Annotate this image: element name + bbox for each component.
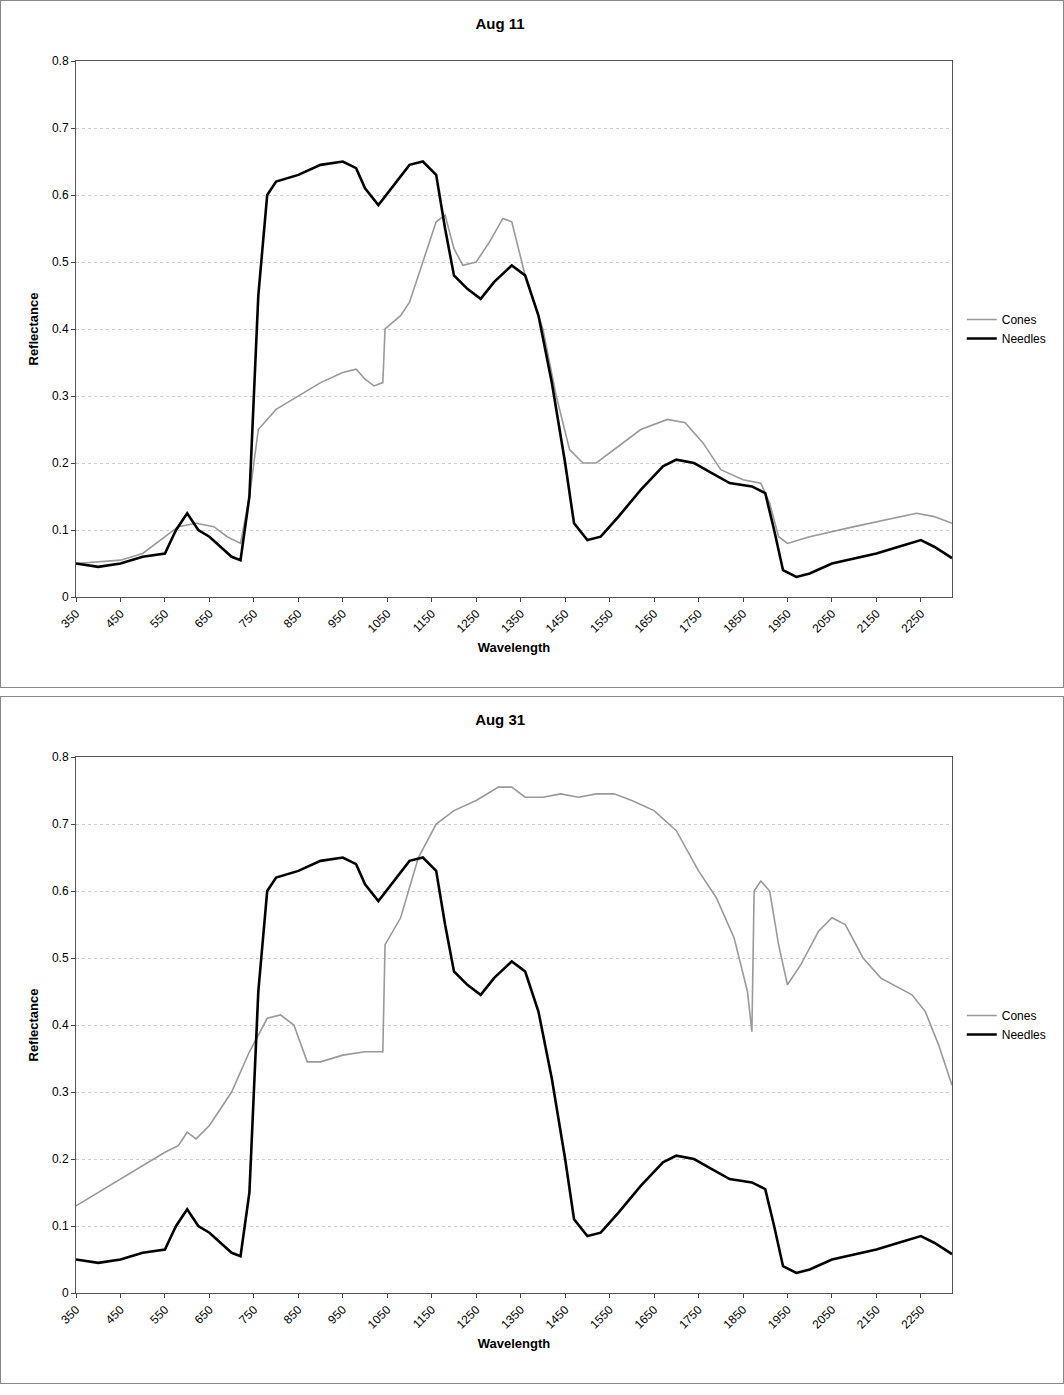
svg-text:650: 650 <box>192 607 216 631</box>
svg-text:0.4: 0.4 <box>52 322 69 336</box>
svg-text:2050: 2050 <box>810 1303 839 1332</box>
svg-text:1150: 1150 <box>410 1303 438 1331</box>
svg-text:1550: 1550 <box>587 1303 616 1332</box>
svg-text:1750: 1750 <box>676 1303 705 1332</box>
svg-text:1050: 1050 <box>365 607 394 636</box>
svg-text:550: 550 <box>147 1303 171 1327</box>
svg-text:2250: 2250 <box>898 1303 927 1332</box>
svg-text:1250: 1250 <box>454 607 483 636</box>
svg-text:Cones: Cones <box>1002 1009 1037 1023</box>
svg-text:1950: 1950 <box>765 607 794 636</box>
svg-text:0.3: 0.3 <box>52 389 69 403</box>
svg-text:1050: 1050 <box>365 1303 394 1332</box>
svg-text:0.2: 0.2 <box>52 1152 69 1166</box>
svg-text:850: 850 <box>281 1303 305 1327</box>
svg-text:1850: 1850 <box>721 1303 750 1332</box>
svg-text:950: 950 <box>325 607 349 631</box>
svg-text:550: 550 <box>147 607 171 631</box>
svg-text:Needles: Needles <box>1002 332 1046 346</box>
svg-text:950: 950 <box>325 1303 349 1327</box>
svg-text:0.5: 0.5 <box>52 255 69 269</box>
svg-text:0: 0 <box>62 590 69 604</box>
svg-text:1950: 1950 <box>765 1303 794 1332</box>
svg-text:1650: 1650 <box>632 607 661 636</box>
svg-text:0.8: 0.8 <box>52 750 69 764</box>
svg-text:850: 850 <box>281 607 305 631</box>
svg-text:0.7: 0.7 <box>52 121 69 135</box>
svg-text:1150: 1150 <box>410 607 438 635</box>
svg-text:0.6: 0.6 <box>52 188 69 202</box>
svg-text:1850: 1850 <box>721 607 750 636</box>
svg-text:350: 350 <box>58 607 82 631</box>
svg-text:0.7: 0.7 <box>52 817 69 831</box>
svg-text:0: 0 <box>62 1286 69 1300</box>
svg-text:2050: 2050 <box>810 607 839 636</box>
svg-text:Wavelength: Wavelength <box>478 1336 551 1351</box>
svg-text:450: 450 <box>103 1303 127 1327</box>
svg-text:750: 750 <box>236 1303 260 1327</box>
svg-text:0.1: 0.1 <box>52 523 69 537</box>
svg-text:1650: 1650 <box>632 1303 661 1332</box>
svg-text:2150: 2150 <box>854 1303 883 1332</box>
svg-text:0.3: 0.3 <box>52 1085 69 1099</box>
svg-text:1550: 1550 <box>587 607 616 636</box>
svg-text:Cones: Cones <box>1002 313 1037 327</box>
svg-text:0.5: 0.5 <box>52 951 69 965</box>
svg-text:Reflectance: Reflectance <box>26 989 41 1062</box>
svg-text:1350: 1350 <box>498 607 527 636</box>
svg-text:650: 650 <box>192 1303 216 1327</box>
svg-text:1450: 1450 <box>543 607 572 636</box>
svg-text:Wavelength: Wavelength <box>478 640 551 655</box>
svg-text:1350: 1350 <box>498 1303 527 1332</box>
svg-text:2150: 2150 <box>854 607 883 636</box>
svg-text:450: 450 <box>103 607 127 631</box>
svg-text:350: 350 <box>58 1303 82 1327</box>
svg-text:0.6: 0.6 <box>52 884 69 898</box>
svg-text:2250: 2250 <box>898 607 927 636</box>
svg-text:1450: 1450 <box>543 1303 572 1332</box>
svg-text:0.2: 0.2 <box>52 456 69 470</box>
svg-text:1750: 1750 <box>676 607 705 636</box>
svg-text:1250: 1250 <box>454 1303 483 1332</box>
svg-text:Aug 11: Aug 11 <box>476 15 525 32</box>
svg-text:Reflectance: Reflectance <box>26 293 41 366</box>
svg-text:0.4: 0.4 <box>52 1018 69 1032</box>
svg-text:Needles: Needles <box>1002 1028 1046 1042</box>
svg-text:750: 750 <box>236 607 260 631</box>
svg-text:0.8: 0.8 <box>52 54 69 68</box>
svg-text:0.1: 0.1 <box>52 1219 69 1233</box>
svg-text:Aug 31: Aug 31 <box>475 711 525 728</box>
